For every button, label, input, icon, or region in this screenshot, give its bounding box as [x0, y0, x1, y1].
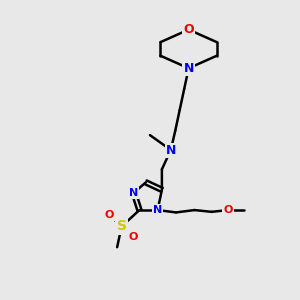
Text: N: N [184, 62, 194, 75]
Text: N: N [153, 205, 162, 215]
Text: N: N [129, 188, 138, 198]
Text: O: O [128, 232, 138, 242]
Text: O: O [224, 205, 233, 215]
Text: S: S [117, 219, 127, 233]
Text: O: O [183, 23, 194, 36]
Text: N: N [166, 143, 176, 157]
Text: O: O [104, 210, 114, 220]
